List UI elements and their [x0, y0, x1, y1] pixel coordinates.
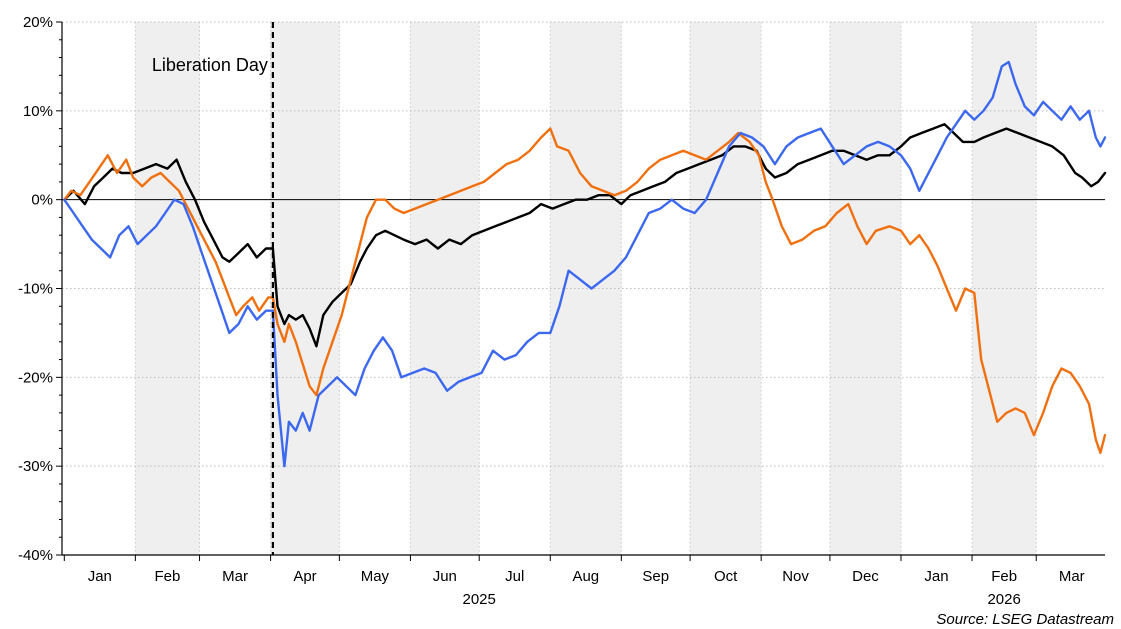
- x-tick-label-11: Dec: [852, 568, 879, 585]
- y-tick-label-6: -40%: [18, 547, 53, 564]
- axis-labels: Jan Feb Mar Apr May Jun Jul Aug Sep Oct Nov Dec Jan F…: [18, 14, 1085, 608]
- liberation-day-label: Liberation Day: [152, 55, 268, 75]
- x-tick-label-4: May: [361, 568, 390, 585]
- x-tick-label-12: Jan: [924, 568, 948, 585]
- y-tick-label-3: -10%: [18, 281, 53, 298]
- x-tick-label-2: Mar: [222, 568, 248, 585]
- x-tick-label-10: Nov: [782, 568, 809, 585]
- y-tick-label-0: 20%: [23, 14, 53, 31]
- source-note: Source: LSEG Datastream: [936, 611, 1114, 628]
- x-tick-label-1: Feb: [155, 568, 181, 585]
- y-tick-label-5: -30%: [18, 458, 53, 475]
- x-tick-label-5: Jun: [433, 568, 457, 585]
- x-tick-label-6: Jul: [505, 568, 524, 585]
- annotation-group: Liberation Day: [152, 22, 274, 555]
- month-band-9: [690, 22, 762, 555]
- y-tick-label-1: 10%: [23, 103, 53, 120]
- series-line-0: [63, 123, 1107, 348]
- x-tick-label-0: Jan: [88, 568, 112, 585]
- x-tick-label-13: Feb: [991, 568, 1017, 585]
- month-shading: [135, 22, 1037, 555]
- x-tick-label-9: Oct: [714, 568, 738, 585]
- x-tick-label-3: Apr: [293, 568, 316, 585]
- y-tick-label-2: 0%: [31, 192, 53, 209]
- series-line-1: [63, 127, 1107, 454]
- year-label-1: 2026: [987, 591, 1020, 608]
- x-tick-label-8: Sep: [642, 568, 669, 585]
- series-lines: [63, 60, 1107, 468]
- month-band-3: [270, 22, 340, 555]
- x-tick-label-7: Aug: [572, 568, 599, 585]
- x-tick-label-14: Mar: [1059, 568, 1085, 585]
- y-tick-label-4: -20%: [18, 369, 53, 386]
- month-band-11: [829, 22, 901, 555]
- month-band-5: [410, 22, 480, 555]
- series-line-2: [63, 60, 1107, 468]
- year-label-0: 2025: [463, 591, 496, 608]
- axes: [56, 21, 1105, 561]
